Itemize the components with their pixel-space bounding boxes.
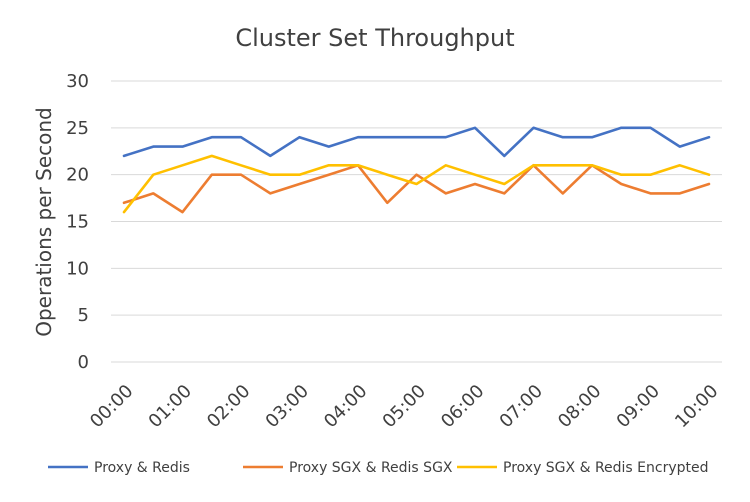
y-axis-ticks: 0 5 10 15 20 25 30 bbox=[66, 71, 89, 373]
x-tick-label: 05:00 bbox=[379, 381, 431, 433]
x-tick-label: 10:00 bbox=[671, 381, 723, 433]
y-tick-label: 10 bbox=[66, 258, 89, 279]
chart-title: Cluster Set Throughput bbox=[235, 24, 514, 52]
series-line-1 bbox=[122, 126, 711, 158]
legend-label-1: Proxy & Redis bbox=[94, 460, 190, 476]
x-tick-label: 08:00 bbox=[554, 381, 606, 433]
y-tick-label: 0 bbox=[78, 352, 89, 373]
series-line-3 bbox=[122, 154, 711, 214]
y-tick-label: 15 bbox=[66, 212, 89, 233]
series-line-2 bbox=[122, 164, 711, 214]
legend-label-2: Proxy SGX & Redis SGX bbox=[289, 460, 453, 476]
gridlines bbox=[111, 80, 722, 363]
x-tick-label: 09:00 bbox=[613, 381, 665, 433]
x-tick-label: 03:00 bbox=[262, 381, 314, 433]
x-tick-label: 06:00 bbox=[437, 381, 489, 433]
series-lines bbox=[122, 126, 711, 214]
x-tick-label: 04:00 bbox=[320, 381, 372, 433]
x-tick-label: 01:00 bbox=[145, 381, 197, 433]
legend-label-3: Proxy SGX & Redis Encrypted bbox=[503, 460, 709, 476]
x-tick-label: 02:00 bbox=[203, 381, 255, 433]
y-tick-label: 25 bbox=[66, 118, 89, 139]
legend: Proxy & Redis Proxy SGX & Redis SGX Proxy … bbox=[48, 460, 709, 476]
x-tick-label: 07:00 bbox=[496, 381, 548, 433]
x-tick-label: 00:00 bbox=[86, 381, 138, 433]
y-tick-label: 30 bbox=[66, 71, 89, 92]
y-tick-label: 20 bbox=[66, 165, 89, 186]
y-axis-label: Operations per Second bbox=[32, 107, 56, 337]
x-axis-ticks: 00:00 01:00 02:00 03:00 04:00 05:00 06:00 07:00… bbox=[86, 381, 723, 433]
y-tick-label: 5 bbox=[78, 305, 89, 326]
